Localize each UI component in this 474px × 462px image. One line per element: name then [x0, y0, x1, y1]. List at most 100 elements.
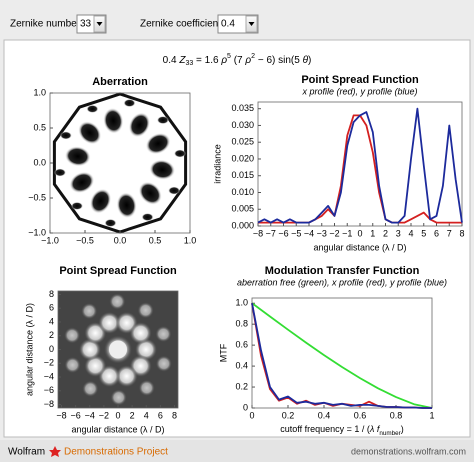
footer-url[interactable]: demonstrations.wolfram.com — [351, 446, 466, 456]
x-tick-label: 0.8 — [390, 410, 403, 420]
x-tick-label: −7 — [266, 228, 276, 238]
x-tick-label: 0.5 — [149, 235, 162, 245]
y-tick-label: 0.025 — [231, 137, 254, 147]
y-tick-label: 8 — [49, 289, 54, 299]
text-segment: f — [377, 424, 381, 434]
x-tick-label: −6 — [278, 228, 288, 238]
x-tick-label: 4 — [408, 228, 413, 238]
data-line — [251, 302, 433, 409]
text-segment: ) — [308, 55, 311, 66]
y-tick-label: −8 — [44, 399, 54, 409]
x-tick-label: −8 — [56, 410, 66, 420]
phase-fringe — [54, 168, 67, 177]
zernike-number-select[interactable]: 33 — [76, 14, 107, 34]
y-tick-label: 1.0 — [235, 298, 248, 308]
footer-project[interactable]: Demonstrations Project — [64, 447, 168, 458]
y-tick-label: 0.6 — [235, 340, 248, 350]
text-segment: θ — [303, 55, 309, 66]
phase-fringe — [138, 181, 162, 205]
x-tick-label: 8 — [172, 410, 177, 420]
select-value[interactable]: 33 — [80, 19, 92, 30]
psf-lobe — [82, 380, 99, 397]
plot-frame — [251, 297, 433, 409]
text-segment: number — [379, 430, 400, 437]
x-tick-label: −3 — [317, 228, 327, 238]
phase-fringe — [123, 99, 136, 108]
formula: 0.4 Z33 = 1.6 ρ5 (7 ρ2 − 6) sin(5 θ) — [163, 53, 312, 67]
text-segment: − 6) sin(5 — [255, 55, 303, 66]
phase-fringe — [128, 112, 151, 138]
x-tick-label: 0.2 — [282, 410, 295, 420]
y-tick-label: 4 — [49, 316, 54, 326]
text-segment: ) — [401, 424, 404, 434]
y-tick-label: 0.2 — [235, 381, 248, 391]
y-tick-label: 0.035 — [231, 103, 254, 113]
x-tick-label: 8 — [459, 228, 464, 238]
psf-core — [109, 340, 127, 359]
text-segment: 5 — [227, 53, 231, 60]
y-tick-label: 0.0 — [33, 157, 46, 167]
phase-fringe — [64, 146, 91, 167]
x-tick-label: −1 — [342, 228, 352, 238]
psf-lobe — [64, 327, 81, 344]
zernike-coefficient-select[interactable]: 0.4 — [217, 14, 259, 34]
plot-background — [252, 298, 432, 408]
chart-title: Aberration — [92, 76, 148, 88]
y-tick-label: 1.0 — [33, 87, 46, 97]
x-tick-label: −1.0 — [41, 235, 59, 245]
text-segment: cutoff frequency = 1 / ( — [280, 424, 370, 434]
x-tick-label: −0.5 — [76, 235, 94, 245]
control-label: Zernike coefficient — [140, 19, 221, 30]
y-tick-label: −4 — [44, 371, 54, 381]
phase-fringe — [89, 188, 112, 214]
x-tick-label: 1 — [429, 410, 434, 420]
text-segment: 2 — [251, 53, 255, 60]
x-tick-label: −2 — [99, 410, 109, 420]
phase-fringe — [69, 171, 95, 194]
x-tick-label: 6 — [434, 228, 439, 238]
plot-background — [258, 102, 462, 226]
phase-fringe — [103, 107, 124, 134]
chart: Aberration −1.0 −0.5 0.0 0.5 1.0 −1.0 −0.5 0.0 0.… — [28, 76, 196, 245]
data-line — [257, 107, 463, 224]
phase-fringe — [59, 131, 72, 140]
text-segment: Z — [178, 55, 186, 66]
y-tick-label: 0.030 — [231, 120, 254, 130]
select-value[interactable]: 0.4 — [221, 19, 235, 30]
chart-title: Point Spread Function — [59, 265, 177, 277]
phase-fringe — [86, 104, 99, 113]
x-tick-label: 2 — [383, 228, 388, 238]
y-tick-label: 0.010 — [231, 187, 254, 197]
y-tick-label: 0 — [49, 344, 54, 354]
phase-fringe — [104, 218, 117, 227]
text-segment: (7 — [231, 55, 245, 66]
phase-fringe — [116, 192, 137, 219]
y-tick-label: −1.0 — [28, 227, 46, 237]
text-segment: = 1.6 — [193, 55, 221, 66]
footer-brand: Wolfram — [8, 447, 45, 458]
chart-title: Point Spread Function — [301, 74, 419, 86]
psf-lobe — [64, 356, 81, 373]
x-tick-label: 4 — [144, 410, 149, 420]
y-axis-label: MTF — [218, 343, 228, 362]
x-tick-label: −6 — [71, 410, 81, 420]
x-axis-label: angular distance (λ / D) — [71, 424, 164, 434]
psf-lobe — [115, 365, 138, 388]
phase-fringe — [71, 201, 84, 210]
x-tick-label: 7 — [447, 228, 452, 238]
y-tick-label: 2 — [49, 330, 54, 340]
x-tick-label: 0.6 — [354, 410, 367, 420]
psf-lobe — [109, 293, 126, 310]
dropdown-arrow — [248, 22, 255, 26]
y-tick-label: 0.000 — [231, 220, 254, 230]
chart: Point Spread Function−8 −6 −4 −2 0 2 4 6 8−8−6−4… — [44, 265, 179, 420]
x-tick-label: 0.0 — [114, 235, 127, 245]
y-tick-label: 0.4 — [235, 360, 248, 370]
y-tick-label: −2 — [44, 358, 54, 368]
text-segment: ρ — [220, 55, 227, 66]
x-tick-label: 2 — [130, 410, 135, 420]
chart-title: Modulation Transfer Function — [265, 265, 420, 277]
phase-fringe — [141, 213, 154, 222]
y-tick-label: 0.8 — [235, 319, 248, 329]
psf-lobe — [129, 322, 152, 345]
